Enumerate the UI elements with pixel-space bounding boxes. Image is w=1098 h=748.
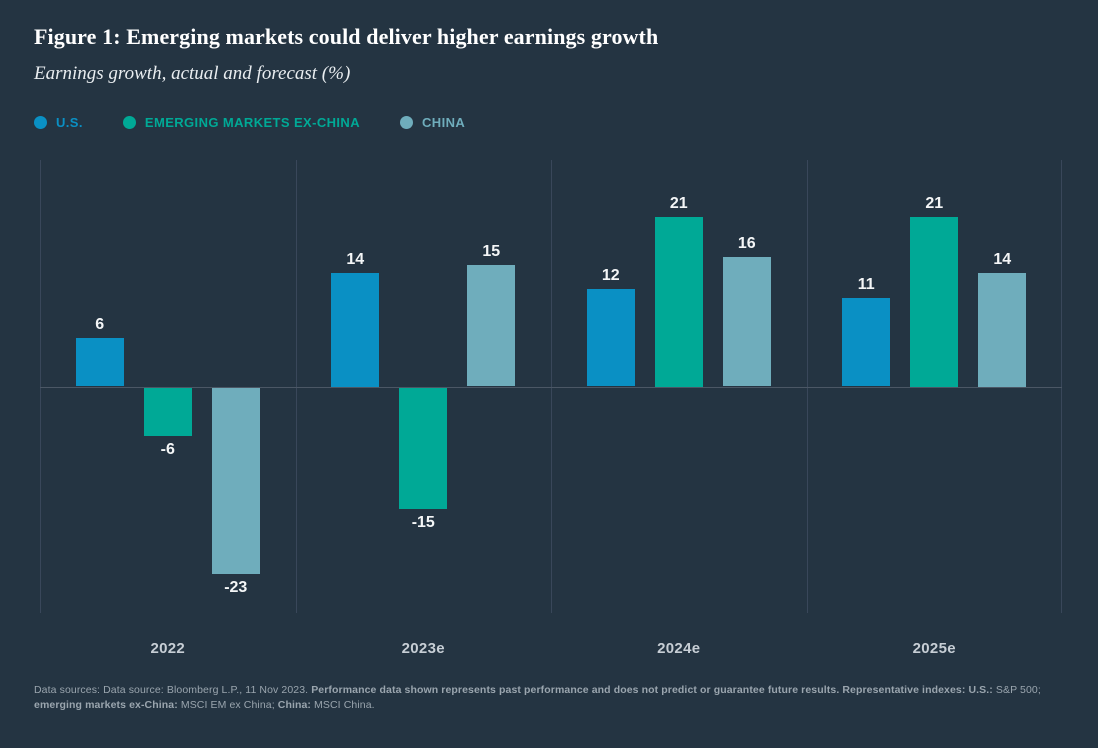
bar-value-label: -6 xyxy=(160,441,175,459)
legend-item-u-s: U.S. xyxy=(34,115,83,130)
bar-emerging-markets-ex-china-2023e xyxy=(399,387,448,509)
footnote-segment: S&P 500; xyxy=(995,684,1041,696)
footnote-segment: MSCI China. xyxy=(314,699,375,712)
footnote: Data sources: Data source: Bloomberg L.P… xyxy=(34,683,1078,713)
legend-label: CHINA xyxy=(422,115,466,130)
bar-value-label: 21 xyxy=(925,194,944,212)
footnote-segment: China: xyxy=(277,699,315,712)
bar-value-label: 11 xyxy=(857,275,875,293)
bar-u-s-2025e xyxy=(842,297,891,387)
legend-item-emerging-markets-ex-china: EMERGING MARKETS EX-CHINA xyxy=(122,115,361,130)
bar-emerging-markets-ex-china-2024e xyxy=(654,216,703,387)
footnote-segment: MSCI EM ex China; xyxy=(180,699,278,712)
footnote-segment: Data sources: Data source: Bloomberg L.P… xyxy=(34,684,312,696)
legend-dot-icon xyxy=(34,116,47,129)
legend-dot-icon xyxy=(400,116,414,129)
x-axis-label-2022: 2022 xyxy=(150,640,186,657)
bar-value-label: 12 xyxy=(601,267,620,285)
legend-dot-icon xyxy=(122,116,136,129)
bar-value-label: 21 xyxy=(669,194,688,212)
x-axis-label-2024e: 2024e xyxy=(657,640,701,657)
bar-value-label: 14 xyxy=(346,251,365,269)
bar-u-s-2023e xyxy=(331,273,380,387)
zero-axis-line xyxy=(40,386,1062,388)
footnote-segment: Performance data shown represents past p… xyxy=(311,684,996,696)
bar-china-2025e xyxy=(978,273,1027,387)
bar-china-2023e xyxy=(467,265,516,387)
bar-value-label: 15 xyxy=(482,243,501,261)
bar-emerging-markets-ex-china-2025e xyxy=(910,216,959,387)
bar-u-s-2024e xyxy=(586,289,635,387)
legend-label: EMERGING MARKETS EX-CHINA xyxy=(144,115,361,130)
bar-value-label: -23 xyxy=(224,578,248,596)
bar-chart-plot: 6 -6 -23 14 -15 15 12 21 16 11 21 14 xyxy=(40,160,1062,613)
figure-title: Figure 1: Emerging markets could deliver… xyxy=(34,24,659,49)
x-axis-labels: 2022 2023e 2024e 2025e xyxy=(40,640,1062,660)
legend: U.S. EMERGING MARKETS EX-CHINA CHINA xyxy=(34,115,465,130)
bar-emerging-markets-ex-china-2022 xyxy=(143,387,192,437)
bar-value-label: 6 xyxy=(95,315,105,333)
bar-china-2024e xyxy=(722,257,771,387)
bar-china-2022 xyxy=(211,387,260,574)
figure-subtitle: Earnings growth, actual and forecast (%) xyxy=(34,63,351,84)
bar-u-s-2022 xyxy=(75,337,124,387)
bar-value-label: 16 xyxy=(737,235,756,253)
legend-item-china: CHINA xyxy=(400,115,465,130)
x-axis-label-2023e: 2023e xyxy=(401,640,445,657)
legend-label: U.S. xyxy=(56,115,83,130)
x-axis-label-2025e: 2025e xyxy=(912,640,956,657)
footnote-segment: emerging markets ex-China: xyxy=(34,699,181,712)
bar-value-label: -15 xyxy=(411,513,435,531)
bar-value-label: 14 xyxy=(993,251,1012,269)
